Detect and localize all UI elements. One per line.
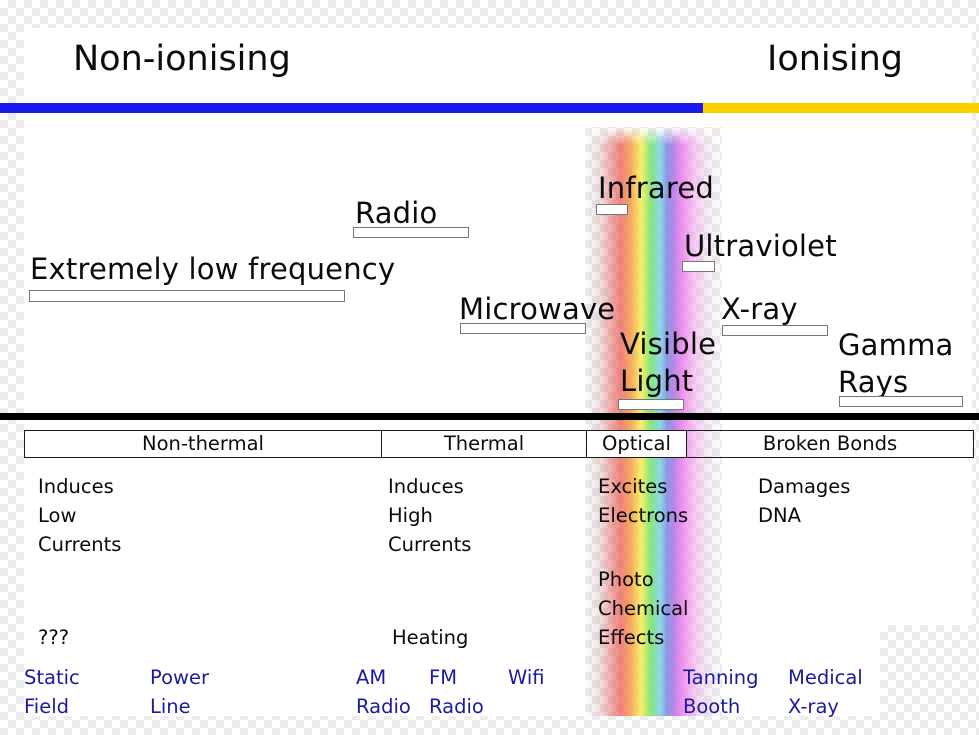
example-tanning-line2: Booth — [683, 695, 741, 718]
example-static-line2: Field — [24, 695, 70, 718]
cell-broken-bonds: Broken Bonds — [686, 431, 973, 457]
example-fm-line1: FM — [429, 666, 458, 689]
background-left-body — [24, 127, 585, 716]
effect-broken-line2: DNA — [758, 504, 801, 527]
effect-nonthermal-line1: Induces — [38, 475, 114, 498]
label-visible-line1: Visible — [620, 327, 717, 361]
range-box-radio — [353, 227, 469, 238]
ionising-title: Ionising — [767, 39, 904, 79]
cell-thermal: Thermal — [381, 431, 586, 457]
range-box-infrared — [596, 204, 628, 215]
effect-optical-line1: Excites — [598, 475, 668, 498]
effect-thermal-line3: Currents — [388, 533, 472, 556]
range-box-gamma — [839, 396, 963, 407]
visible-spectrum-band — [585, 127, 722, 716]
effect-nonthermal-line3: Currents — [38, 533, 122, 556]
label-gamma-line2: Rays — [838, 365, 909, 399]
example-am-line1: AM — [356, 666, 387, 689]
example-medical-line1: Medical — [788, 666, 863, 689]
category-row: Non-thermal Thermal Optical Broken Bonds — [24, 430, 974, 458]
label-radio: Radio — [355, 196, 438, 230]
example-tanning-line1: Tanning — [683, 666, 759, 689]
cell-optical: Optical — [586, 431, 686, 457]
effect-optical-line2: Electrons — [598, 504, 689, 527]
range-box-elf — [29, 290, 345, 302]
effect-heating: Heating — [392, 626, 469, 649]
example-power-line1: Power — [150, 666, 209, 689]
example-am-line2: Radio — [356, 695, 411, 718]
background-right-lower — [722, 625, 880, 716]
ionising-bar — [703, 103, 979, 113]
example-wifi: Wifi — [508, 666, 545, 689]
effect-photochem-line3: Effects — [598, 626, 665, 649]
non-ionising-title: Non-ionising — [73, 39, 291, 79]
effect-broken-line1: Damages — [758, 475, 851, 498]
background-right-body — [722, 127, 972, 625]
label-infrared: Infrared — [598, 171, 714, 205]
label-xray: X-ray — [721, 292, 798, 326]
effect-photochem-line1: Photo — [598, 568, 654, 591]
effect-thermal-line2: High — [388, 504, 433, 527]
effect-photochem-line2: Chemical — [598, 597, 689, 620]
range-box-microwave — [460, 323, 586, 334]
effect-thermal-line1: Induces — [388, 475, 464, 498]
range-box-xray — [722, 325, 828, 336]
label-microwave: Microwave — [459, 292, 616, 326]
range-box-ultraviolet — [682, 261, 715, 272]
example-power-line2: Line — [150, 695, 191, 718]
example-medical-line2: X-ray — [788, 695, 839, 718]
label-extremely-low-frequency: Extremely low frequency — [30, 252, 396, 286]
label-ultraviolet: Ultraviolet — [684, 229, 837, 263]
cell-non-thermal: Non-thermal — [142, 432, 264, 455]
effect-nonthermal-line2: Low — [38, 504, 77, 527]
label-gamma-line1: Gamma — [838, 328, 954, 362]
divider-line — [0, 413, 979, 420]
label-visible-line2: Light — [620, 364, 694, 398]
example-static-line1: Static — [24, 666, 80, 689]
example-fm-line2: Radio — [429, 695, 484, 718]
non-ionising-bar — [0, 103, 703, 113]
effect-unknown: ??? — [38, 626, 70, 649]
range-box-visible — [618, 399, 684, 410]
